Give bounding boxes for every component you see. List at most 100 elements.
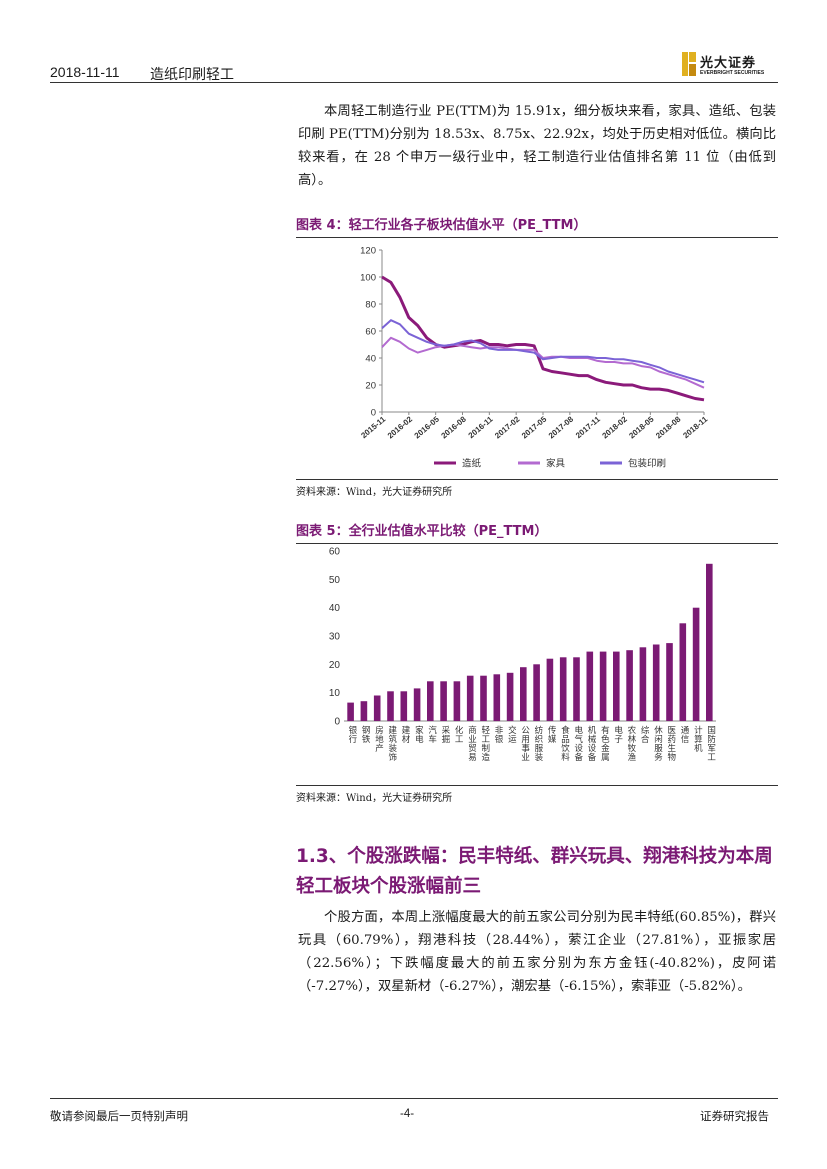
- x-tick-label: 2017-11: [574, 414, 602, 440]
- x-tick-label: 综合: [641, 725, 650, 744]
- y-tick-label: 80: [365, 300, 376, 311]
- x-tick-label: 电子: [614, 725, 623, 744]
- y-tick-label: 50: [329, 575, 341, 586]
- x-tick-label: 采掘: [442, 725, 451, 744]
- bar: [347, 702, 354, 721]
- x-tick-label: 交运: [508, 725, 517, 744]
- bar: [360, 701, 368, 721]
- bar: [520, 667, 527, 721]
- bar: [599, 651, 607, 721]
- figure4-line-chart: 0204060801001202015-112016-022016-052016…: [359, 246, 709, 470]
- x-tick-label: 轻工制造: [482, 725, 491, 762]
- legend-label: 包装印刷: [628, 458, 666, 470]
- y-tick-label: 20: [329, 660, 341, 671]
- y-tick-label: 10: [329, 688, 341, 699]
- logo-mark-icon: [682, 52, 696, 76]
- intro-paragraph: 本周轻工制造行业 PE(TTM)为 15.91x，细分板块来看，家具、造纸、包装…: [298, 104, 776, 188]
- x-tick-label: 食品饮料: [561, 725, 570, 762]
- section-paragraph: 个股方面，本周上涨幅度最大的前五家公司分别为民丰特纸(60.85%)，群兴玩具（…: [298, 910, 776, 994]
- x-tick-label: 农林牧渔: [628, 725, 637, 762]
- x-tick-label: 2016-02: [386, 414, 415, 440]
- y-tick-label: 0: [334, 717, 340, 728]
- x-tick-label: 公用事业: [521, 725, 530, 762]
- bar: [626, 650, 633, 721]
- y-tick-label: 60: [365, 327, 376, 338]
- x-tick-label: 汽车: [428, 725, 437, 744]
- y-tick-label: 20: [365, 381, 376, 392]
- x-tick-label: 2018-11: [681, 414, 709, 440]
- x-tick-label: 2017-08: [547, 414, 576, 440]
- x-tick-label: 2017-05: [520, 414, 549, 440]
- bar: [387, 691, 394, 722]
- x-tick-label: 传媒: [548, 725, 557, 744]
- x-tick-label: 通信: [681, 725, 690, 744]
- x-tick-label: 2016-11: [467, 414, 495, 440]
- bar: [652, 644, 660, 721]
- x-tick-label: 建材: [402, 725, 411, 744]
- series-line-1: [381, 275, 705, 402]
- footer-divider: [50, 1098, 778, 1099]
- y-tick-label: 120: [360, 246, 376, 257]
- x-tick-label: 房地产: [375, 725, 384, 753]
- page-number: -4-: [400, 1108, 415, 1120]
- x-tick-label: 银行: [349, 725, 358, 744]
- x-tick-label: 国防军工: [707, 725, 716, 762]
- header-divider: [50, 82, 778, 83]
- figure5-bar-chart: 0 10 20 30 40 50 60 银行钢铁房地产建筑装饰建材家电汽车采掘化工商业贸易轻工…: [329, 547, 716, 763]
- y-tick-label: 100: [360, 273, 376, 284]
- bar: [493, 674, 501, 722]
- y-tick-label: 0: [371, 408, 376, 419]
- section-title: 1.3、个股涨跌幅：民丰特纸、群兴玩具、翔港科技为本周轻工板块个股涨幅前三: [296, 846, 773, 897]
- x-tick-label: 电气设备: [575, 725, 584, 762]
- company-logo: 光大证券 EVERBRIGHT SECURITIES: [682, 50, 778, 80]
- bar: [679, 623, 687, 721]
- x-tick-label: 有色金属: [601, 725, 610, 762]
- y-tick-label: 40: [329, 603, 341, 614]
- x-tick-label: 纺织服装: [535, 725, 544, 762]
- bar: [692, 607, 700, 721]
- bar: [586, 651, 594, 721]
- bar: [639, 647, 647, 721]
- x-tick-label: 商业贸易: [468, 725, 477, 762]
- legend-label: 家具: [546, 458, 566, 470]
- bar: [373, 695, 381, 721]
- bar: [559, 657, 567, 722]
- header-date: 2018-11-11: [50, 64, 120, 80]
- x-tick-label: 2018-02: [601, 414, 630, 440]
- y-tick-label: 40: [365, 354, 376, 365]
- bar: [706, 563, 713, 722]
- footer-report-type: 证券研究报告: [700, 1109, 769, 1123]
- x-tick-label: 非银: [495, 725, 504, 744]
- figure4-title: 图表 4：轻工行业各子板块估值水平（PE_TTM）: [296, 214, 778, 238]
- logo-text-cn: 光大证券: [700, 56, 757, 71]
- legend-label: 造纸: [462, 458, 482, 470]
- figure4-source: 资料来源：Wind，光大证券研究所: [296, 487, 453, 498]
- x-tick-label: 2016-08: [440, 414, 469, 440]
- footer-disclaimer: 敬请参阅最后一页特别声明: [50, 1109, 188, 1123]
- x-tick-label: 建筑装饰: [389, 725, 398, 762]
- x-tick-label: 机械设备: [588, 725, 597, 762]
- x-tick-label: 2017-02: [493, 414, 522, 440]
- y-tick-label: 60: [329, 547, 341, 558]
- bar: [506, 672, 514, 721]
- figure5-title: 图表 5：全行业估值水平比较（PE_TTM）: [296, 520, 778, 544]
- bar: [453, 681, 461, 721]
- bar: [573, 657, 580, 722]
- figure5-source: 资料来源：Wind，光大证券研究所: [296, 793, 453, 804]
- bar: [466, 675, 474, 721]
- x-tick-label: 休闲服务: [654, 725, 663, 762]
- figure4-bottom-rule: [296, 479, 778, 480]
- bar: [413, 688, 421, 721]
- x-tick-label: 钢铁: [362, 725, 371, 744]
- x-tick-label: 2018-05: [627, 414, 656, 440]
- logo-text-en: EVERBRIGHT SECURITIES: [700, 70, 765, 76]
- x-tick-label: 医药生物: [668, 725, 677, 762]
- y-tick-label: 30: [329, 632, 341, 643]
- bar: [666, 643, 673, 721]
- series-line-2: [381, 336, 705, 389]
- x-tick-label: 2018-08: [654, 414, 683, 440]
- bar: [480, 675, 487, 721]
- bar: [440, 681, 447, 721]
- header-section: 造纸印刷轻工: [150, 67, 234, 83]
- bar: [533, 664, 540, 721]
